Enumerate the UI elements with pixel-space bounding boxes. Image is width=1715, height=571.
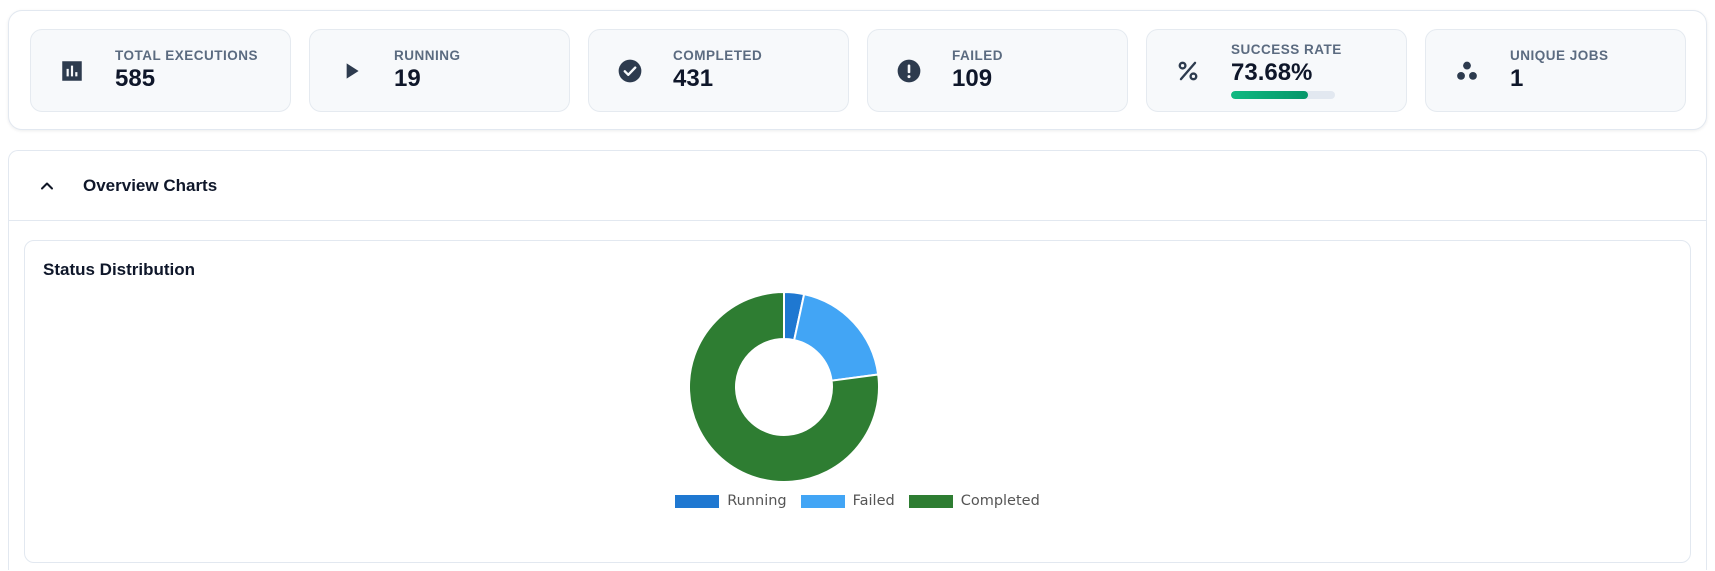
- legend-item-failed[interactable]: Failed: [800, 493, 895, 509]
- stat-label: TOTAL EXECUTIONS: [115, 48, 259, 63]
- chevron-up-icon[interactable]: [37, 176, 57, 196]
- donut-slice-completed[interactable]: [688, 290, 880, 483]
- legend-swatch: [800, 494, 845, 508]
- stat-value: 585: [115, 65, 156, 92]
- stat-value: 19: [394, 65, 421, 92]
- percent-icon: [1173, 56, 1203, 86]
- stats-panel: TOTAL EXECUTIONS 585 RUNNING 19 COMPLETE…: [8, 10, 1707, 130]
- donut-chart-svg: [688, 290, 880, 483]
- stat-card-total-executions: TOTAL EXECUTIONS 585: [30, 29, 291, 112]
- success-rate-progress-fill: [1231, 91, 1308, 99]
- overview-charts-header[interactable]: Overview Charts: [9, 151, 1706, 221]
- stat-value: 73.68%: [1231, 59, 1313, 86]
- chart-legend: Running Failed Completed: [25, 493, 1690, 509]
- play-icon: [336, 56, 366, 86]
- bar-chart-icon: [57, 56, 87, 86]
- legend-swatch: [908, 494, 953, 508]
- legend-swatch: [675, 494, 720, 508]
- legend-item-running[interactable]: Running: [675, 493, 787, 509]
- status-distribution-card: Status Distribution Running Failed Complet…: [24, 240, 1691, 563]
- stat-label: RUNNING: [394, 48, 461, 63]
- success-rate-progress-bar: [1231, 91, 1335, 99]
- stat-value: 431: [673, 65, 714, 92]
- stat-card-unique-jobs: UNIQUE JOBS 1: [1425, 29, 1686, 112]
- error-icon: [894, 56, 924, 86]
- stat-label: COMPLETED: [673, 48, 763, 63]
- stat-label: UNIQUE JOBS: [1510, 48, 1609, 63]
- legend-item-completed[interactable]: Completed: [908, 493, 1040, 509]
- stat-card-running: RUNNING 19: [309, 29, 570, 112]
- legend-label: Running: [727, 493, 787, 509]
- overview-charts-title: Overview Charts: [83, 175, 218, 195]
- stat-label: SUCCESS RATE: [1231, 42, 1342, 57]
- legend-label: Completed: [960, 493, 1040, 509]
- check-circle-icon: [615, 56, 645, 86]
- donut-slice-failed[interactable]: [792, 292, 880, 382]
- stat-value: 1: [1510, 65, 1524, 92]
- status-distribution-chart: [25, 241, 1690, 562]
- chart-title: Status Distribution: [43, 260, 196, 279]
- overview-charts-panel: Overview Charts Status Distribution Runn…: [8, 150, 1707, 570]
- workspaces-icon: [1452, 56, 1482, 86]
- stat-card-failed: FAILED 109: [867, 29, 1128, 112]
- stat-label: FAILED: [952, 48, 1004, 63]
- stat-card-completed: COMPLETED 431: [588, 29, 849, 112]
- stat-value: 109: [952, 65, 993, 92]
- overview-charts-body: Status Distribution Running Failed Complet…: [9, 221, 1706, 563]
- stat-card-success-rate: SUCCESS RATE 73.68%: [1146, 29, 1407, 112]
- legend-label: Failed: [852, 493, 895, 509]
